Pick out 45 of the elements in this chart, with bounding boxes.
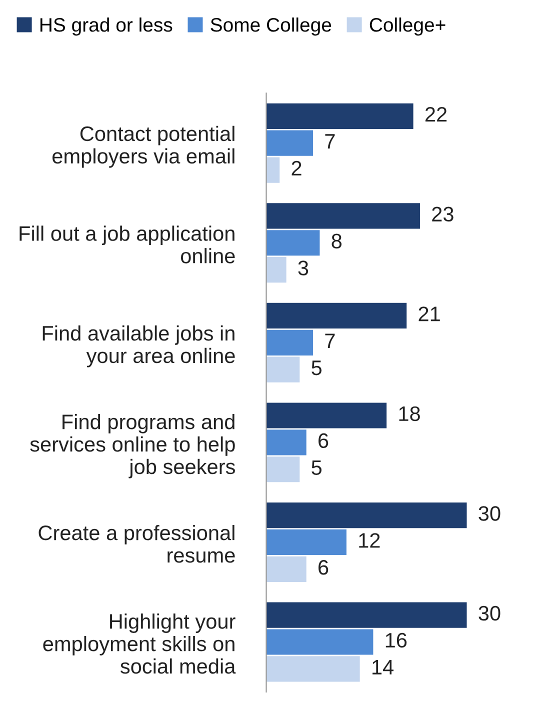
data-label: 2 — [292, 160, 302, 176]
data-label: 18 — [399, 406, 420, 422]
y-tick-label: Fill out a job application online — [20, 226, 235, 264]
bar — [266, 103, 414, 129]
data-label: 8 — [332, 234, 342, 248]
data-label: 14 — [372, 660, 394, 674]
bar — [266, 157, 280, 183]
data-label: 5 — [312, 460, 322, 475]
data-label: 12 — [359, 533, 380, 548]
bar — [266, 456, 300, 482]
bar — [266, 602, 467, 628]
bar — [266, 502, 467, 528]
data-label: 7 — [325, 134, 335, 148]
data-label: 30 — [478, 606, 500, 621]
y-tick-label: Highlight your employment skills on social media — [43, 614, 236, 674]
bar — [266, 203, 420, 229]
bar — [266, 556, 306, 582]
legend-label: College+ — [370, 18, 446, 36]
bar — [266, 302, 407, 329]
legend-label: Some College — [210, 18, 332, 36]
data-label: 16 — [386, 632, 407, 648]
y-tick-label: Find available jobs in your area online — [42, 325, 235, 368]
bar — [266, 430, 306, 456]
bar — [266, 257, 286, 283]
y-tick-label: Contact potential employers via email — [52, 126, 234, 168]
bar — [266, 656, 360, 682]
data-label: 22 — [425, 107, 447, 122]
bar — [266, 330, 314, 356]
bar — [266, 356, 300, 382]
data-label: 30 — [478, 506, 500, 521]
y-tick-label: Find programs and services online to help job seekers — [30, 414, 235, 478]
data-label: 7 — [325, 334, 335, 348]
data-label: 6 — [318, 433, 328, 448]
legend-label: HS grad or less — [40, 18, 172, 36]
bar — [266, 529, 346, 556]
data-label: 5 — [312, 360, 322, 376]
y-tick-label: Create a professional resume — [38, 524, 235, 563]
data-label: 3 — [298, 260, 308, 276]
bar — [266, 402, 387, 428]
bar — [266, 230, 320, 256]
data-label: 6 — [318, 560, 328, 575]
bar — [266, 130, 314, 156]
data-label: 23 — [432, 206, 454, 222]
data-label: 21 — [418, 306, 440, 322]
bar — [266, 629, 374, 655]
